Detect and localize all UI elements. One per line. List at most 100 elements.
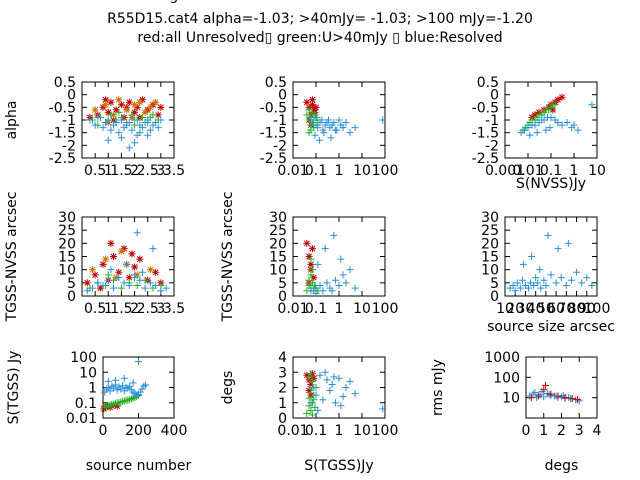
data-point-blue-plus [337, 255, 345, 263]
data-point-blue-plus [94, 113, 102, 121]
data-point-blue-plus [554, 245, 562, 253]
x-tick-label: 100 [372, 423, 399, 439]
data-point-blue-plus [115, 129, 123, 137]
data-point-blue-plus [135, 358, 142, 366]
data-point-blue-plus [152, 281, 160, 289]
y-tick-label: 4 [278, 350, 287, 366]
data-point-blue-plus [128, 126, 136, 134]
data-point-red-star [99, 260, 107, 268]
data-point-blue-plus [310, 284, 318, 292]
data-point-orange-star [146, 266, 154, 274]
data-point-blue-plus [131, 116, 139, 124]
x-tick-label: 3 [156, 301, 165, 317]
data-point-red-star [131, 108, 139, 116]
data-point-red-star [303, 98, 311, 106]
data-point-blue-plus [101, 388, 109, 396]
data-point-blue-plus [323, 376, 331, 384]
x-tick-label: 400 [161, 423, 188, 439]
data-point-red-star [303, 239, 311, 247]
scatter-panel-p2: 0.010.1 1 10 100 0.50-0.5-1-1.5-2-2.5 [260, 75, 399, 179]
data-point-blue-plus [335, 374, 343, 382]
y-tick-label: 10 [58, 263, 76, 279]
data-point-blue-plus [547, 113, 555, 121]
data-point-blue-plus [89, 284, 97, 292]
data-point-blue-plus [552, 279, 560, 287]
scatter-panel-p4: 0.511.522.533.5051015202530radial dist d… [4, 0, 185, 322]
plot-frame [292, 356, 386, 419]
data-point-green-plus [303, 409, 311, 417]
data-point-blue-plus [312, 289, 320, 297]
y-tick-label: 0 [490, 88, 499, 104]
x-tick-label: 1 [335, 163, 344, 179]
data-point-red-plus [561, 394, 569, 402]
y-tick-label: 10 [481, 263, 499, 279]
data-point-blue-plus [154, 124, 162, 132]
data-point-blue-plus [331, 399, 339, 407]
y-tick-label: -1 [62, 113, 76, 129]
data-point-blue-plus [563, 119, 571, 127]
x-tick-label: 1 [104, 163, 113, 179]
data-point-blue-plus [307, 116, 315, 124]
data-point-blue-plus [310, 121, 318, 129]
data-point-blue-plus [542, 126, 550, 134]
data-point-green-plus [115, 399, 123, 407]
data-point-blue-plus [530, 281, 538, 289]
data-point-blue-plus [519, 260, 527, 268]
data-point-blue-plus [125, 119, 133, 127]
data-point-blue-plus [104, 116, 112, 124]
x-tick-label: 0.5 [84, 301, 106, 317]
data-point-blue-plus [325, 116, 333, 124]
data-point-red-star [107, 98, 115, 106]
data-point-blue-plus [106, 387, 114, 395]
data-point-blue-plus [119, 382, 127, 390]
data-point-red-star [112, 106, 120, 114]
y-tick-label: 20 [58, 236, 76, 252]
data-point-green-plus [104, 402, 112, 410]
x-tick-label: 0.1 [540, 163, 562, 179]
data-point-red-star [157, 103, 165, 111]
x-tick-label: 70 [557, 301, 575, 317]
data-point-blue-plus [133, 391, 141, 399]
y-tick-label: -2 [485, 138, 499, 154]
y-tick-label: 10 [502, 391, 520, 407]
data-point-blue-plus [531, 121, 539, 129]
data-point-blue-plus [122, 384, 130, 391]
data-point-blue-plus [558, 121, 566, 129]
y-tick-label: 0.5 [265, 75, 287, 91]
y-tick-label: -2 [62, 138, 76, 154]
data-point-blue-plus [323, 279, 331, 287]
data-point-green-plus [119, 398, 127, 406]
data-point-blue-plus [140, 382, 148, 390]
data-point-blue-plus [562, 281, 570, 289]
data-point-blue-plus [133, 229, 141, 237]
data-point-blue-plus [346, 377, 354, 385]
x-tick-label: 1 [104, 301, 113, 317]
x-tick-label: 2 [557, 423, 566, 439]
data-point-blue-plus [319, 287, 327, 295]
data-point-blue-plus [104, 384, 112, 391]
data-point-red-star [305, 253, 313, 260]
data-point-blue-plus [138, 268, 146, 276]
data-point-red-star [558, 93, 566, 101]
scatter-panel-p6: 102030405060708090100051015202530source … [481, 210, 615, 335]
figure-title-line2: red:all Unresolved▯ green:U>40mJy ▯ blue… [137, 30, 502, 46]
data-point-red-star [531, 111, 539, 119]
data-point-blue-plus [144, 131, 152, 139]
data-point-red-star [107, 239, 115, 247]
x-axis-label: S(NVSS)Jy [516, 176, 586, 192]
data-point-red-star [115, 268, 123, 276]
x-tick-label: 2 [130, 301, 139, 317]
data-point-orange-star [102, 101, 110, 109]
data-point-red-star [120, 245, 128, 253]
data-point-blue-plus [570, 121, 578, 129]
data-point-orange-star [115, 96, 123, 104]
data-point-blue-plus [142, 381, 150, 389]
data-point-green-plus [311, 403, 319, 411]
data-point-blue-plus [540, 276, 548, 284]
data-point-blue-plus [545, 391, 553, 399]
y-tick-label: 1 [88, 381, 97, 397]
data-point-blue-plus [129, 379, 137, 387]
data-point-blue-plus [543, 390, 551, 398]
